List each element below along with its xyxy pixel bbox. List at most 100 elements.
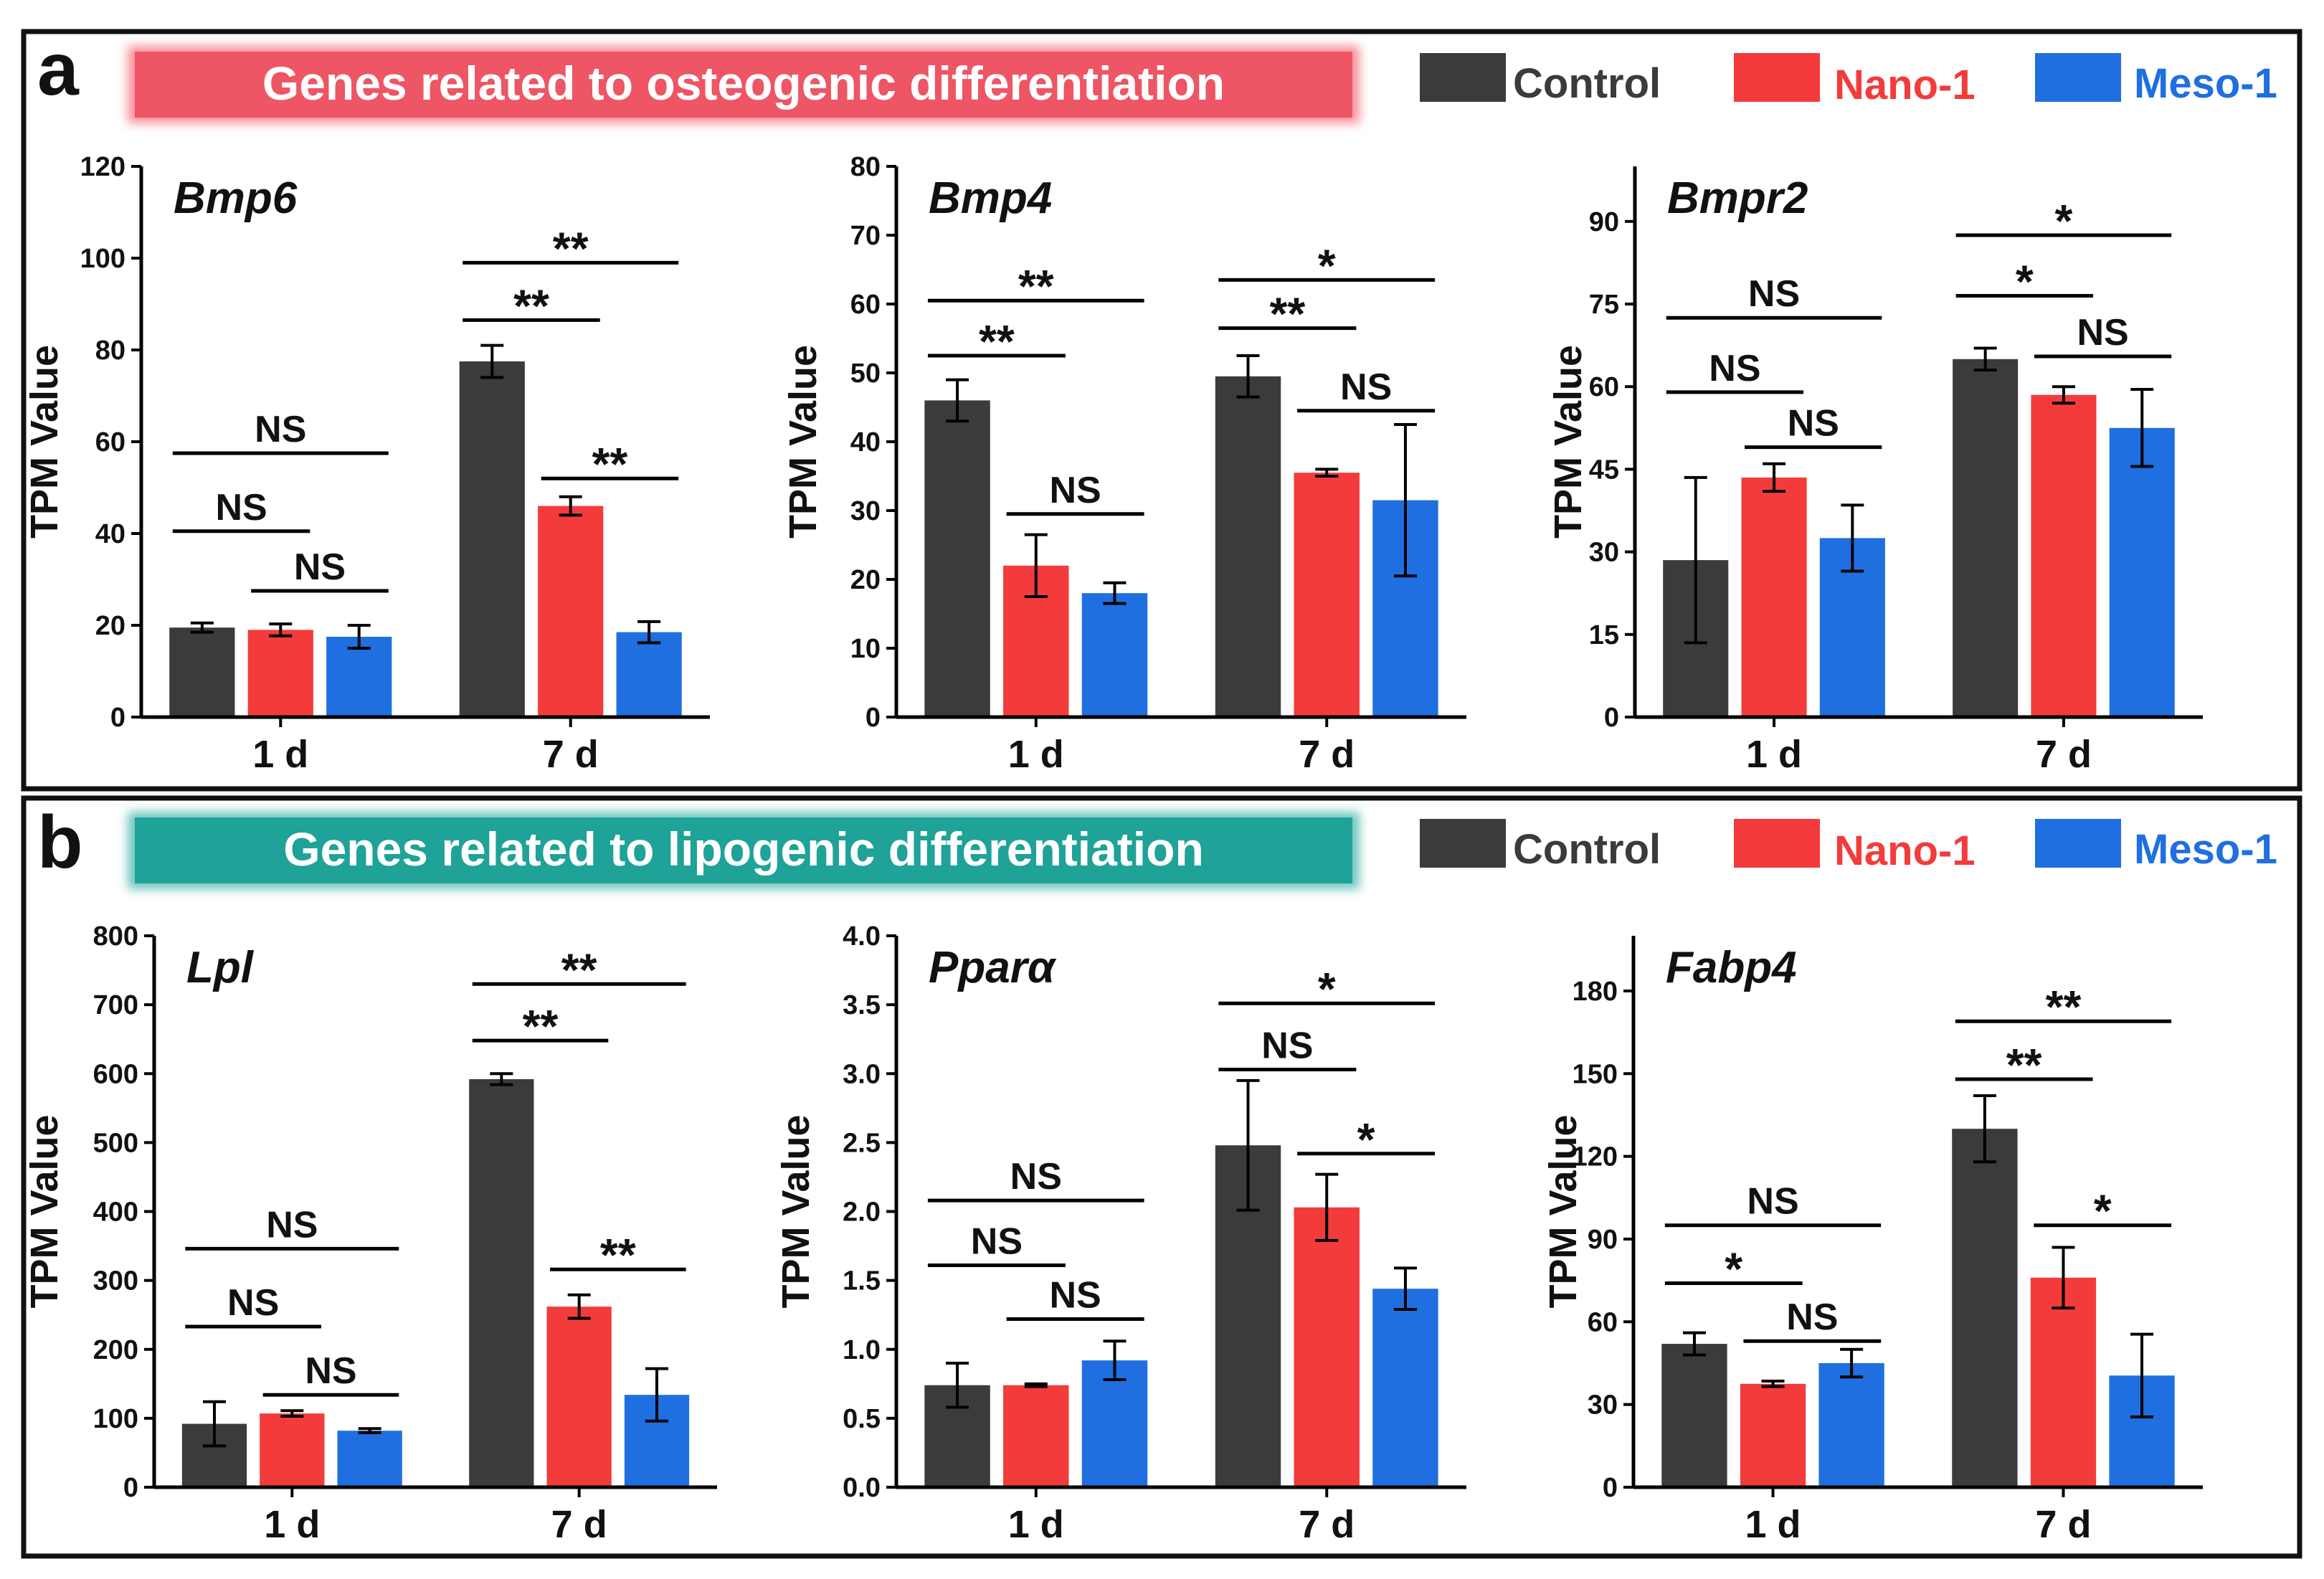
x-tick-label: 1 d	[264, 1503, 320, 1546]
panel-b-banner	[135, 817, 1352, 883]
y-tick-label: 60	[1589, 372, 1619, 402]
panel-a-frame	[21, 29, 2302, 792]
bar	[546, 1307, 612, 1487]
chart-title: Fabp4	[1666, 943, 1797, 992]
bar	[1953, 359, 2019, 717]
y-tick-label: 0	[1603, 1473, 1618, 1503]
y-tick-label: 70	[850, 221, 881, 251]
bar	[1818, 1362, 1884, 1487]
legend-b-swatch-meso	[2035, 819, 2121, 868]
y-tick-label: 60	[1588, 1307, 1618, 1337]
bar	[1661, 1344, 1727, 1487]
chart-title: Pparα	[929, 943, 1057, 992]
legend-a-swatch-nano	[1734, 53, 1820, 102]
panel-a-letter: a	[37, 28, 80, 111]
y-tick-label: 90	[1588, 1225, 1618, 1255]
y-tick-label: 45	[1589, 455, 1619, 485]
legend-a-label-control: Control	[1513, 60, 1661, 107]
y-tick-label: 80	[95, 336, 125, 366]
x-tick-label: 7 d	[1299, 733, 1355, 776]
y-tick-label: 0	[110, 703, 125, 733]
significance-label: NS	[255, 409, 306, 450]
y-tick-label: 3.0	[843, 1059, 881, 1089]
significance-label: *	[2016, 255, 2034, 307]
significance-label: **	[979, 316, 1015, 367]
y-tick-label: 15	[1589, 620, 1619, 650]
significance-label: NS	[1050, 1274, 1101, 1316]
x-tick-label: 1 d	[1746, 733, 1802, 776]
bar	[2031, 394, 2097, 717]
chart-1: 0 10 20 30 40 50 60 70 80 1 d 7 d TPM Value Bmp4 ** NS…	[782, 152, 1466, 776]
significance-label: NS	[1340, 366, 1392, 408]
y-tick-label: 20	[95, 611, 125, 641]
legend-a-label-meso: Meso-1	[2134, 60, 2277, 107]
chart-0: 0 20 40 60 80 100 120 1 d 7 d TPM Value Bmp6 NS NS NS…	[23, 152, 710, 776]
y-tick-label: 700	[93, 990, 138, 1020]
chart-title: Bmpr2	[1667, 174, 1808, 223]
significance-label: NS	[1261, 1025, 1313, 1066]
y-tick-label: 4.0	[843, 921, 881, 952]
significance-label: **	[561, 944, 597, 995]
bar	[1003, 1385, 1069, 1487]
y-axis-label: TPM Value	[23, 345, 66, 539]
y-tick-label: 40	[95, 519, 125, 549]
significance-label: NS	[1786, 1296, 1838, 1338]
x-tick-label: 7 d	[2035, 1503, 2091, 1546]
legend-b-label-control: Control	[1513, 826, 1661, 873]
significance-label: NS	[1010, 1156, 1062, 1198]
y-axis-label: TPM Value	[782, 345, 825, 539]
significance-label: NS	[266, 1204, 318, 1246]
x-tick-label: 7 d	[1299, 1503, 1355, 1546]
significance-label: NS	[294, 546, 346, 588]
significance-label: NS	[215, 487, 267, 528]
bar	[1215, 376, 1281, 717]
significance-label: **	[2046, 981, 2082, 1033]
bar	[2109, 427, 2175, 717]
significance-label: **	[1269, 288, 1305, 340]
significance-label: **	[592, 438, 628, 490]
panel-b-title: Genes related to lipogenic differentiati…	[283, 822, 1204, 876]
panel-a-banner	[135, 52, 1352, 118]
significance-label: NS	[971, 1220, 1023, 1262]
y-tick-label: 800	[93, 921, 138, 952]
bar	[169, 627, 235, 717]
x-tick-label: 7 d	[543, 733, 599, 776]
y-axis-label: TPM Value	[1547, 345, 1590, 539]
x-tick-label: 1 d	[1008, 733, 1064, 776]
significance-label: NS	[1788, 403, 1839, 445]
chart-4: 0.0 0.5 1.0 1.5 2.0 2.5 3.0 3.5 4.0 1 d 7 d TPM Val…	[774, 921, 1466, 1546]
y-tick-label: 150	[1573, 1059, 1618, 1089]
bar	[247, 630, 313, 717]
y-tick-label: 0.0	[843, 1473, 881, 1503]
x-tick-label: 7 d	[551, 1503, 607, 1546]
y-axis-label: TPM Value	[23, 1114, 66, 1308]
x-tick-label: 7 d	[2036, 733, 2092, 776]
legend-a: Control Nano-1 Meso-1	[1420, 53, 2277, 108]
y-tick-label: 0	[123, 1473, 138, 1503]
y-tick-label: 3.5	[843, 990, 881, 1020]
panel-b-frame	[21, 795, 2302, 1559]
significance-label: NS	[1747, 1181, 1798, 1223]
y-tick-label: 60	[850, 290, 881, 320]
y-tick-label: 0	[865, 703, 881, 733]
y-tick-label: 300	[93, 1266, 138, 1296]
y-tick-label: 100	[80, 244, 125, 274]
y-tick-label: 2.5	[843, 1128, 881, 1158]
y-tick-label: 120	[80, 152, 125, 182]
significance-label: **	[600, 1229, 636, 1281]
significance-label: NS	[2077, 312, 2128, 354]
significance-label: NS	[227, 1282, 279, 1324]
bar	[1740, 1383, 1806, 1487]
x-tick-label: 1 d	[1008, 1503, 1064, 1546]
y-tick-label: 180	[1573, 977, 1618, 1007]
y-tick-label: 30	[1588, 1390, 1618, 1421]
bar	[1294, 1207, 1360, 1487]
bar	[326, 637, 392, 717]
y-tick-label: 100	[93, 1404, 138, 1434]
y-tick-label: 20	[850, 565, 881, 595]
legend-b-swatch-nano	[1734, 819, 1820, 868]
bar	[337, 1431, 402, 1487]
bar	[1081, 1360, 1148, 1487]
